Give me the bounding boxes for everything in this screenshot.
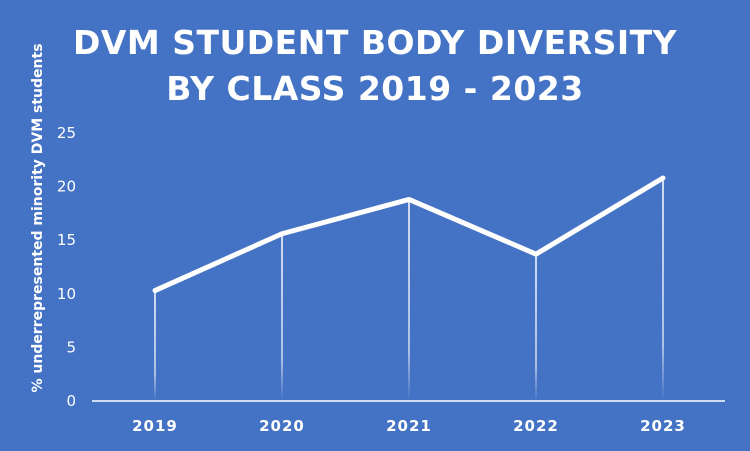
chart-title-line-1: DVM STUDENT BODY DIVERSITY — [72, 23, 678, 62]
x-tick-label: 2019 — [132, 417, 178, 435]
x-tick-label: 2021 — [386, 417, 432, 435]
x-axis: 2019 2020 2021 2022 2023 — [132, 417, 686, 435]
chart-title-line-2: BY CLASS 2019 - 2023 — [166, 69, 584, 108]
y-axis: 0 5 10 15 20 25 — [57, 124, 76, 410]
y-tick-label: 20 — [57, 178, 76, 196]
y-axis-label: % underrepresented minority DVM students — [30, 43, 46, 392]
y-tick-label: 0 — [66, 392, 76, 410]
x-tick-label: 2023 — [640, 417, 686, 435]
drop-line — [281, 233, 283, 401]
x-tick-label: 2022 — [513, 417, 559, 435]
drop-line — [535, 254, 537, 401]
y-tick-label: 15 — [57, 231, 76, 249]
y-tick-label: 10 — [57, 285, 76, 303]
drop-lines — [154, 178, 664, 401]
series-line — [152, 175, 666, 294]
y-tick-label: 25 — [57, 124, 76, 142]
drop-line — [154, 290, 156, 401]
drop-line — [662, 178, 664, 401]
x-tick-label: 2020 — [259, 417, 305, 435]
y-tick-label: 5 — [66, 338, 76, 356]
drop-line — [408, 199, 410, 401]
chart-title: DVM STUDENT BODY DIVERSITY BY CLASS 2019… — [0, 20, 750, 112]
